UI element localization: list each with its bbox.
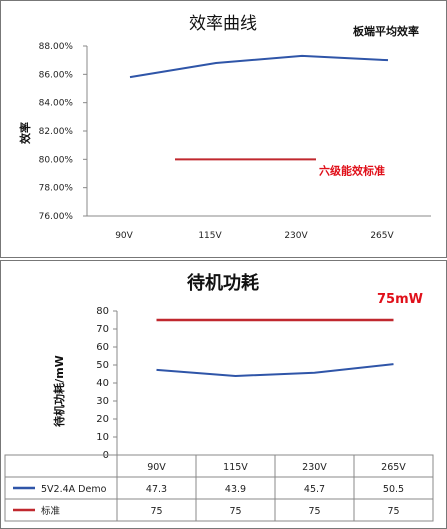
y-tick-label: 82.00% (39, 127, 74, 137)
data-table-border (4, 454, 434, 522)
efficiency-series-line (129, 54, 389, 79)
chart-title: 待机功耗 (187, 272, 259, 294)
y-tick-label: 30 (96, 396, 109, 407)
x-tick-label: 265V (381, 462, 406, 473)
y-tick-label: 78.00% (39, 184, 74, 194)
y-axis-label: 效率 (18, 122, 32, 144)
efficiency-chart: 效率曲线板端平均效率 88.00% 86.00% 84.00% 82.00% 80.00%… (18, 14, 431, 241)
data-table-cell: 43.9 (225, 484, 246, 495)
y-tick-label: 80.00% (39, 155, 74, 165)
x-tick-label: 90V (115, 231, 133, 241)
y-axis-label: 待机功耗/mW (52, 355, 66, 428)
data-table-cell: 47.3 (146, 484, 167, 495)
legend-label: 5V2.4A Demo (41, 484, 107, 495)
y-tick-label: 86.00% (39, 70, 74, 80)
y-tick-label: 10 (96, 432, 109, 443)
x-tick-label: 230V (302, 462, 327, 473)
data-table-cell: 50.5 (383, 484, 404, 495)
standard-label: 六级能效标准 (319, 163, 385, 177)
x-tick-label: 115V (223, 462, 248, 473)
y-tick-label: 60 (96, 342, 109, 353)
legend-label: 标准 (41, 505, 61, 517)
y-tick-label: 70 (96, 324, 109, 335)
x-tick-label: 115V (198, 231, 222, 241)
chart-title: 效率曲线 (189, 14, 257, 34)
y-tick-label: 40 (96, 378, 109, 389)
demo-series-line (156, 363, 394, 377)
y-tick-label: 84.00% (39, 99, 74, 109)
data-table-cell: 75 (308, 506, 320, 517)
y-tick-label: 20 (96, 414, 109, 425)
data-table-cell: 75 (229, 506, 241, 517)
standby-power-chart-panel: 待机功耗 75mW 0 10 20 30 40 50 60 70 80 待机功耗/mW 90V 115V 2… (0, 260, 447, 529)
y-tick-label: 50 (96, 360, 109, 371)
x-tick-label: 90V (147, 462, 166, 473)
annotation-label: 板端平均效率 (353, 24, 419, 38)
y-tick-label: 88.00% (39, 42, 74, 52)
data-table-cell: 75 (150, 506, 162, 517)
x-tick-label: 230V (284, 231, 308, 241)
y-tick-label: 76.00% (39, 212, 74, 222)
data-table-cell: 45.7 (304, 484, 325, 495)
efficiency-chart-panel: 效率曲线板端平均效率 88.00% 86.00% 84.00% 82.00% 80.00%… (0, 0, 447, 258)
annotation-label: 75mW (377, 292, 423, 307)
y-tick-label: 80 (96, 306, 109, 317)
data-table-cell: 75 (387, 506, 399, 517)
x-tick-label: 265V (370, 231, 394, 241)
